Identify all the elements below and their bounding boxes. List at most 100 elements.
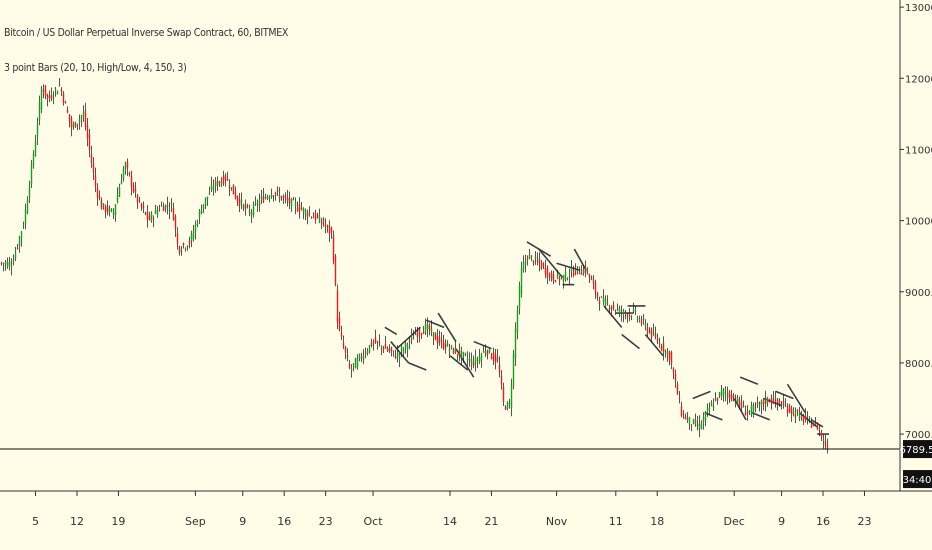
candle-down [340,332,343,337]
candle-up [792,411,795,415]
candle-up [208,193,211,195]
candle-up [352,363,355,365]
candle-up [736,397,739,404]
candle-up [478,356,481,363]
pattern-line [556,262,581,272]
candle-down [608,308,611,310]
candle-down [68,114,71,121]
candle-down [542,263,545,267]
candle-down [74,122,77,128]
candle-up [120,181,123,185]
candle-down [64,102,67,104]
candle-down [668,351,671,360]
candle-down [502,386,505,402]
time-tick-label: Nov [546,515,568,528]
candle-up [622,310,625,314]
candle-up [202,204,205,210]
pattern-line [384,326,398,336]
candle-down [716,397,719,401]
candle-down [776,399,779,403]
candle-down [180,250,183,252]
candle-down [300,207,303,210]
candle-down [338,317,341,331]
candle-down [500,376,503,385]
candle-up [102,203,105,207]
last-price-label: 6789.5 [900,445,932,456]
candle-up [582,269,585,274]
price-tick-label: 13000.0 [905,3,932,14]
candle-down [106,205,109,213]
price-axis[interactable]: 13000.0 12000.0 11000.0 10000.0 9000.0 8000.0… [900,3,932,441]
indicator-legend[interactable]: 3 point Bars (20, 10, High/Low, 4, 150, … [4,62,187,74]
candle-down [560,276,563,278]
candle-down [42,90,45,92]
candle-down [788,405,791,413]
candle-down [328,225,331,234]
candle-down [790,407,793,415]
candle-down [316,214,319,218]
candle-up [556,273,559,278]
candle-up [698,423,701,429]
candle-up [520,268,523,295]
candle-up [450,345,453,347]
candle-up [658,343,661,345]
candle-up [72,123,75,127]
candle-down [670,352,673,364]
candle-up [570,267,573,272]
candle-up [448,348,451,352]
price-tick-label: 8000.0 [905,359,932,370]
candle-down [654,334,657,338]
candle-up [632,309,635,312]
candle-down [530,255,533,257]
candle-down [174,216,177,229]
candle-down [244,204,247,210]
candle-up [522,262,525,271]
candle-down [312,217,315,219]
candle-up [766,397,769,404]
time-axis[interactable]: 5 12 19 Sep 9 16 23 Oct 14 21 Nov 11 18 Dec 9 16 23 [32,491,871,528]
price-tick-label: 12000.0 [905,74,932,85]
candle-up [708,408,711,410]
candle-up [220,181,223,186]
candle-up [294,203,297,207]
candle-up [304,210,307,215]
candle-down [642,318,645,320]
candle-down [46,94,49,98]
candle-up [54,88,57,90]
candle-down [590,277,593,280]
candle-down [272,195,275,197]
time-tick-label: 11 [609,515,623,528]
pattern-lines [384,241,829,435]
candle-down [762,401,765,404]
candle-down [306,213,309,217]
time-tick-label: 12 [70,515,84,528]
candle-up [424,324,427,334]
candle-up [488,348,491,353]
candle-down [388,348,391,352]
candle-down [324,225,327,227]
candle-down [280,196,283,200]
candle-down [764,398,767,405]
candle-up [704,412,707,420]
candle-down [422,331,425,334]
candle-down [48,95,51,99]
candle-up [168,209,171,211]
time-tick-label: Dec [724,515,745,528]
candle-down [458,350,461,357]
candle-up [514,328,517,359]
candle-down [246,205,249,208]
candle-up [154,209,157,214]
candle-up [18,237,21,247]
candle-up [248,211,251,214]
candle-down [232,184,235,195]
candle-down [444,343,447,349]
candle-down [628,312,631,315]
candle-up [192,231,195,240]
candle-down [552,274,555,281]
candle-up [454,348,457,353]
candle-down [142,205,145,209]
candle-up [258,200,261,206]
candle-down [738,399,741,405]
